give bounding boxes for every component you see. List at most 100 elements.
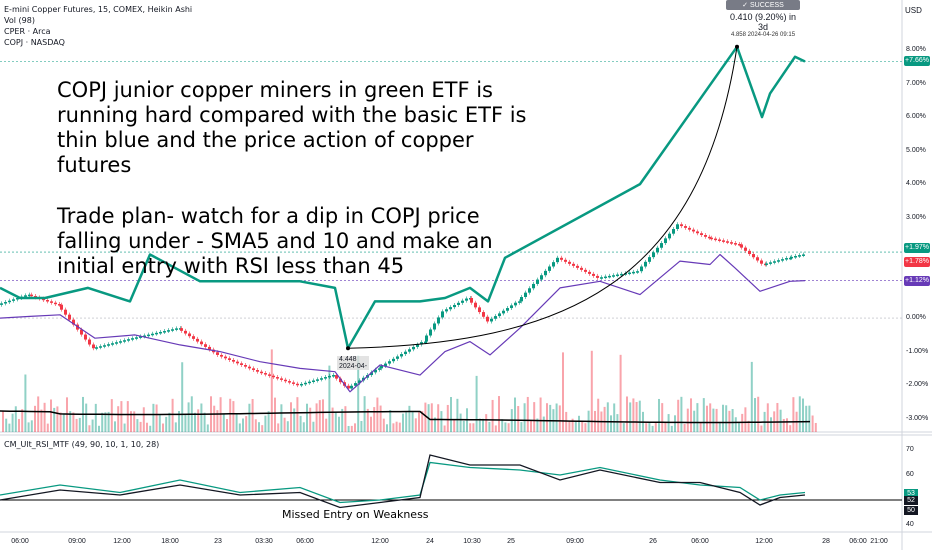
price-tag: +1.97% bbox=[904, 243, 930, 254]
volume-bar bbox=[75, 418, 78, 432]
volume-bar bbox=[107, 411, 110, 432]
candle-body bbox=[752, 254, 755, 258]
volume-bar bbox=[530, 420, 532, 432]
volume-bar bbox=[533, 402, 536, 432]
volume-bar bbox=[571, 418, 574, 432]
candle-body bbox=[790, 256, 793, 259]
legend-copj[interactable]: COPJ · NASDAQ bbox=[4, 38, 65, 47]
callout-detail: 4.858 2024-04-26 09:15 bbox=[726, 32, 800, 38]
volume-bar bbox=[245, 416, 248, 432]
volume-bar bbox=[517, 406, 520, 432]
volume-bar bbox=[574, 420, 577, 432]
candle-body bbox=[726, 241, 729, 243]
candle-body bbox=[636, 271, 639, 273]
candle-body bbox=[80, 329, 83, 335]
candle-body bbox=[204, 344, 207, 347]
candle-body bbox=[722, 240, 725, 242]
candle-body bbox=[350, 385, 353, 389]
volume-bar bbox=[309, 407, 312, 432]
candle-body bbox=[347, 385, 350, 389]
volume-bar bbox=[430, 403, 433, 432]
candle-body bbox=[92, 344, 95, 349]
candle-body bbox=[24, 295, 27, 297]
legend-cper[interactable]: CPER · Arca bbox=[4, 27, 51, 36]
volume-bar bbox=[718, 421, 721, 432]
candle-body bbox=[708, 236, 711, 239]
volume-bar bbox=[658, 398, 660, 432]
candle-body bbox=[785, 258, 788, 260]
volume-bar bbox=[46, 423, 49, 432]
volume-bar bbox=[290, 402, 292, 432]
volume-bar bbox=[488, 421, 491, 432]
volume-bar bbox=[405, 412, 408, 432]
volume-bar bbox=[123, 423, 126, 432]
volume-bar bbox=[440, 411, 443, 432]
x-tick-label: 06:00 bbox=[691, 538, 709, 545]
candle-body bbox=[127, 339, 130, 341]
volume-bar bbox=[491, 399, 494, 432]
candle-body bbox=[268, 374, 271, 376]
volume-bar bbox=[389, 410, 392, 432]
volume-bar bbox=[654, 422, 657, 432]
volume-bar bbox=[94, 403, 97, 432]
volume-bar bbox=[62, 413, 65, 432]
legend-volume[interactable]: Vol (98) bbox=[4, 16, 35, 25]
volume-bar bbox=[494, 425, 497, 432]
candle-body bbox=[224, 356, 227, 359]
candle-body bbox=[756, 257, 759, 261]
volume-bar bbox=[738, 423, 740, 432]
x-tick-label: 18:00 bbox=[161, 538, 179, 545]
candle-body bbox=[111, 343, 114, 345]
volume-bar bbox=[104, 412, 107, 432]
candle-body bbox=[425, 335, 428, 342]
candle-body bbox=[236, 361, 239, 364]
candle-body bbox=[46, 300, 49, 302]
candle-body bbox=[416, 344, 419, 347]
y-tick-label: -1.00% bbox=[906, 347, 929, 355]
candle-body bbox=[552, 262, 555, 267]
candle-body bbox=[232, 359, 235, 362]
candle-body bbox=[648, 257, 651, 262]
volume-bar bbox=[293, 408, 296, 432]
candle-body bbox=[608, 275, 611, 278]
volume-bar bbox=[27, 422, 30, 432]
candle-body bbox=[596, 275, 599, 278]
volume-bar bbox=[78, 417, 81, 432]
volume-bar bbox=[174, 422, 177, 432]
currency-label[interactable]: USD bbox=[905, 6, 922, 15]
volume-bar bbox=[53, 407, 56, 432]
candle-body bbox=[115, 342, 118, 344]
legend-main-symbol[interactable]: E-mini Copper Futures, 15, COMEX, Heikin… bbox=[4, 5, 193, 14]
candle-body bbox=[600, 277, 603, 279]
candle-body bbox=[58, 304, 61, 306]
volume-bar bbox=[299, 415, 302, 432]
volume-bar bbox=[616, 414, 619, 432]
candle-body bbox=[738, 243, 741, 246]
volume-bar bbox=[603, 406, 606, 432]
candle-body bbox=[604, 276, 607, 279]
candle-body bbox=[370, 372, 373, 376]
volume-bar bbox=[216, 410, 219, 432]
volume-bar bbox=[194, 412, 196, 432]
volume-bar bbox=[162, 423, 164, 432]
volume-bar bbox=[664, 422, 667, 432]
candle-body bbox=[119, 341, 122, 343]
candle-body bbox=[710, 237, 713, 240]
indicator-title[interactable]: CM_Ult_RSI_MTF (49, 90, 10, 1, 10, 28) bbox=[4, 440, 160, 449]
candle-body bbox=[660, 243, 663, 248]
volume-bar bbox=[120, 401, 123, 432]
candle-body bbox=[354, 383, 357, 386]
volume-bar bbox=[597, 398, 600, 432]
volume-bar bbox=[482, 418, 484, 432]
volume-bar bbox=[555, 403, 558, 432]
candle-body bbox=[777, 260, 780, 262]
candle-body bbox=[171, 329, 174, 331]
volume-bar bbox=[648, 421, 651, 432]
candle-body bbox=[358, 380, 361, 384]
candle-body bbox=[123, 340, 126, 342]
candle-body bbox=[486, 316, 489, 322]
candle-body bbox=[339, 378, 342, 383]
volume-bar bbox=[14, 406, 17, 432]
candle-body bbox=[781, 259, 784, 261]
